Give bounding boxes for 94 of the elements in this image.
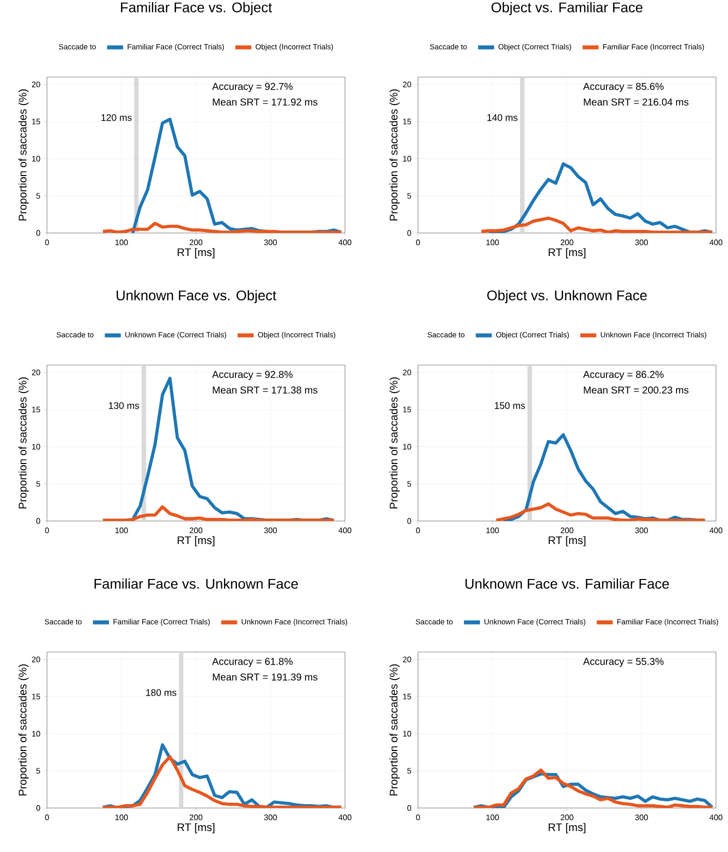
y-tick-label: 0 [407, 230, 412, 236]
x-tick-label: 0 [416, 240, 420, 246]
y-tick-label: 15 [32, 406, 40, 412]
chart-title: Object vs. Familiar Face [492, 2, 642, 16]
x-tick-label: 300 [635, 240, 648, 246]
x-tick-label: 200 [560, 528, 574, 534]
x-tick-label: 400 [710, 240, 722, 246]
x-tick-label: 100 [115, 528, 128, 534]
y-axis-title: Proportion of saccades (%) [389, 89, 400, 220]
y-tick-label: 10 [32, 444, 40, 450]
x-tick-label: 100 [486, 528, 499, 534]
x-axis-title: RT [ms] [178, 536, 214, 546]
x-tick-label: 400 [338, 814, 352, 820]
chart-title: Unknown Face vs. Familiar Face [466, 578, 669, 589]
y-tick-label: 15 [403, 694, 412, 700]
chart-title: Object vs. Unknown Face [487, 290, 647, 304]
band-label: 150 ms [494, 402, 525, 409]
x-tick-label: 0 [416, 814, 420, 820]
y-tick-label: 15 [403, 406, 412, 412]
band-label: 140 ms [487, 114, 518, 121]
y-tick-label: 10 [32, 730, 40, 737]
y-tick-label: 20 [32, 82, 40, 88]
x-tick-label: 0 [45, 240, 49, 246]
x-tick-label: 0 [45, 814, 49, 820]
y-tick-label: 15 [32, 694, 40, 700]
y-axis-title: Proportion of saccades (%) [389, 377, 400, 508]
annotation: Accuracy = 55.3% [583, 658, 664, 667]
y-tick-label: 20 [402, 656, 412, 662]
x-tick-label: 100 [115, 814, 128, 820]
annotation: Mean SRT = 171.92 ms [212, 98, 318, 106]
chart-title: Unknown Face vs. Object [116, 290, 276, 304]
y-tick-label: 10 [403, 156, 412, 162]
band-label: 180 ms [146, 689, 176, 696]
y-tick-label: 5 [36, 768, 40, 774]
y-tick-label: 5 [36, 481, 40, 487]
x-tick-label: 200 [190, 240, 202, 246]
x-tick-label: 0 [45, 528, 49, 534]
x-tick-label: 400 [338, 240, 352, 246]
annotation: Accuracy = 85.6% [583, 82, 664, 92]
y-tick-label: 20 [402, 82, 412, 88]
x-tick-label: 0 [416, 528, 420, 534]
x-tick-label: 300 [264, 240, 277, 246]
x-axis-title: RT [ms] [178, 823, 214, 834]
x-tick-label: 200 [560, 814, 574, 820]
y-tick-label: 20 [32, 656, 40, 662]
y-tick-label: 0 [407, 518, 412, 524]
y-axis-title: Proportion of saccades (%) [18, 89, 29, 220]
y-tick-label: 5 [407, 193, 412, 199]
chart-title: Familiar Face vs. Object [121, 2, 272, 16]
x-tick-label: 400 [710, 528, 722, 534]
y-tick-label: 0 [407, 805, 412, 811]
x-axis-title: RT [ms] [178, 248, 214, 258]
x-tick-label: 200 [560, 240, 574, 246]
band-label: 130 ms [108, 402, 140, 409]
y-axis-title: Proportion of saccades (%) [18, 377, 29, 508]
annotation: Mean SRT = 171.38 ms [212, 386, 318, 394]
y-tick-label: 15 [32, 118, 40, 124]
annotation: Accuracy = 92.7% [212, 82, 293, 92]
y-tick-label: 5 [407, 768, 412, 774]
y-tick-label: 20 [32, 370, 40, 376]
annotation: Mean SRT = 200.23 ms [584, 386, 688, 394]
x-tick-label: 400 [338, 528, 352, 534]
annotation: Accuracy = 92.8% [212, 370, 293, 380]
y-tick-label: 10 [403, 730, 412, 737]
chart-title: Familiar Face vs. Unknown Face [94, 578, 298, 589]
x-tick-label: 100 [486, 814, 499, 820]
x-tick-label: 300 [635, 814, 648, 820]
y-axis-title: Proportion of saccades (%) [389, 664, 400, 796]
x-tick-label: 200 [190, 814, 202, 820]
x-tick-label: 300 [635, 528, 648, 534]
y-tick-label: 0 [36, 518, 40, 524]
x-tick-label: 400 [710, 814, 722, 820]
y-tick-label: 0 [36, 230, 40, 236]
x-axis-title: RT [ms] [548, 248, 586, 258]
x-axis-title: RT [ms] [548, 536, 586, 546]
band-label: 120 ms [102, 114, 132, 121]
annotation: Mean SRT = 216.04 ms [584, 98, 688, 106]
x-tick-label: 300 [264, 528, 277, 534]
y-tick-label: 0 [36, 805, 40, 811]
annotation: Accuracy = 61.8% [212, 658, 293, 667]
annotation: Mean SRT = 191.39 ms [212, 673, 318, 681]
annotation: Accuracy = 86.2% [583, 370, 664, 380]
y-axis-title: Proportion of saccades (%) [18, 664, 29, 796]
x-tick-label: 100 [486, 240, 499, 246]
x-axis-title: RT [ms] [548, 823, 586, 834]
y-tick-label: 20 [402, 370, 412, 376]
y-tick-label: 10 [403, 444, 412, 450]
y-tick-label: 10 [32, 156, 40, 162]
y-tick-label: 5 [36, 193, 40, 199]
y-tick-label: 15 [403, 118, 412, 124]
y-tick-label: 5 [407, 481, 412, 487]
x-tick-label: 300 [264, 814, 277, 820]
x-tick-label: 100 [115, 240, 128, 246]
x-tick-label: 200 [190, 528, 202, 534]
